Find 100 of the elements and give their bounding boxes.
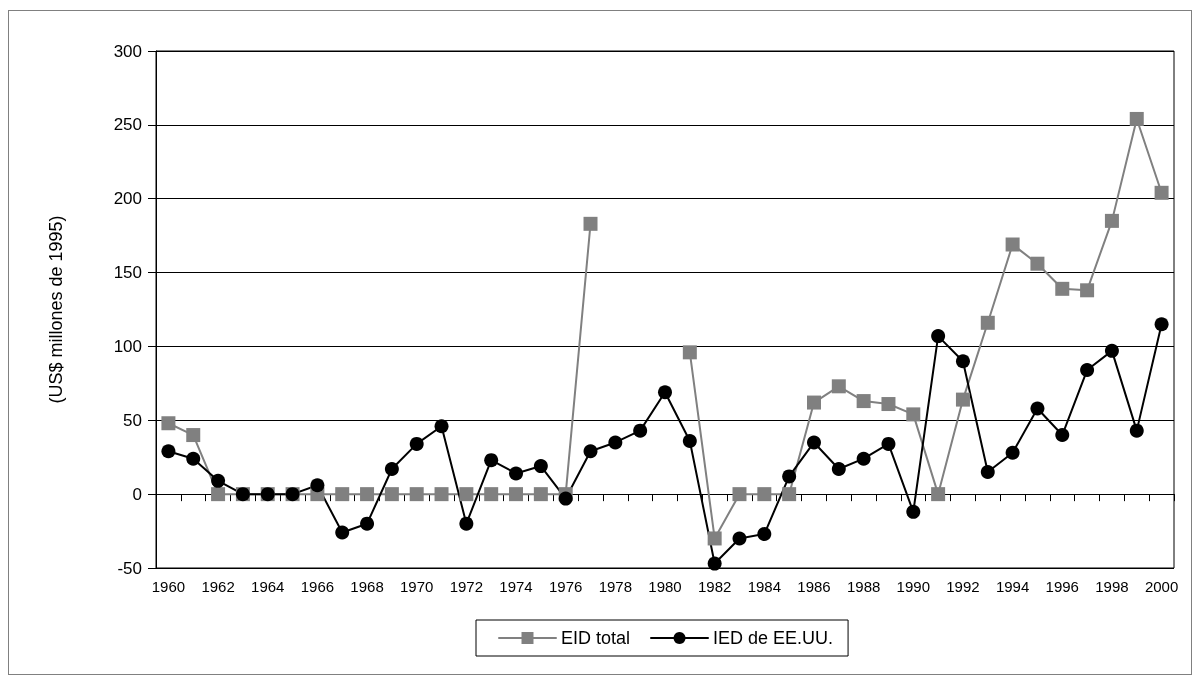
- y-tick-label: 200: [113, 189, 142, 209]
- point: [782, 469, 797, 484]
- x-tick-label: 1984: [747, 578, 781, 595]
- point: [533, 487, 548, 502]
- point: [1080, 363, 1095, 378]
- y-tick-label: 300: [113, 41, 142, 61]
- x-tick-label: 1994: [995, 578, 1030, 595]
- point: [1154, 185, 1169, 200]
- point: [186, 451, 201, 466]
- x-tick-label: 1970: [400, 578, 434, 595]
- point: [583, 444, 598, 459]
- x-tick-label: 1972: [449, 578, 484, 595]
- x-tick-label: 1986: [797, 578, 831, 595]
- point: [1005, 237, 1020, 252]
- point: [856, 451, 871, 466]
- point: [856, 394, 871, 409]
- point: [633, 423, 648, 438]
- point: [980, 315, 995, 330]
- x-tick-label: 1996: [1045, 578, 1079, 595]
- point: [558, 491, 573, 506]
- y-axis-title: (US$ millones de 1995): [46, 215, 66, 404]
- point: [955, 392, 970, 407]
- point: [955, 354, 970, 369]
- point: [161, 416, 176, 431]
- point: [509, 487, 524, 502]
- x-tick-label: 1990: [896, 578, 930, 595]
- point: [384, 462, 399, 477]
- point: [906, 504, 921, 519]
- point: [757, 487, 772, 502]
- point: [211, 487, 226, 502]
- y-tick-label: 0: [132, 484, 142, 504]
- point: [1005, 445, 1020, 460]
- y-tick-label: 150: [113, 263, 142, 283]
- point: [459, 516, 474, 531]
- x-tick-label: 1964: [251, 578, 285, 595]
- point: [533, 459, 548, 474]
- point: [360, 516, 375, 531]
- point: [583, 216, 598, 231]
- point: [434, 419, 449, 434]
- point: [186, 428, 201, 443]
- point: [881, 397, 896, 412]
- x-tick-label: 1962: [201, 578, 235, 595]
- legend-label: IED de EE.UU.: [713, 628, 834, 648]
- y-tick-label: 100: [113, 336, 142, 356]
- point: [335, 525, 350, 540]
- point: [881, 436, 896, 451]
- x-tick-label: 1960: [151, 578, 186, 595]
- point: [459, 487, 474, 502]
- point: [757, 527, 772, 542]
- point: [831, 462, 846, 477]
- point: [608, 435, 623, 450]
- point: [980, 464, 995, 479]
- x-tick-label: 1966: [300, 578, 335, 595]
- point: [335, 487, 350, 502]
- point: [732, 487, 747, 502]
- x-tick-label: 1992: [946, 578, 980, 595]
- point: [931, 487, 946, 502]
- x-tick-label: 1980: [648, 578, 682, 595]
- point: [384, 487, 399, 502]
- point: [409, 487, 424, 502]
- y-tick-label: -50: [117, 558, 142, 578]
- x-tick-label: 2000: [1144, 578, 1179, 595]
- point: [1030, 256, 1045, 271]
- point: [1104, 213, 1119, 228]
- x-tick-label: 1968: [350, 578, 384, 595]
- x-tick-label: 1998: [1095, 578, 1129, 595]
- point: [484, 453, 499, 468]
- point: [1129, 423, 1144, 438]
- point: [682, 433, 697, 448]
- point: [1080, 283, 1095, 298]
- x-tick-label: 1978: [598, 578, 633, 595]
- point: [161, 444, 176, 459]
- x-tick-label: 1974: [499, 578, 533, 595]
- point: [1154, 317, 1169, 332]
- point: [211, 473, 226, 488]
- point: [1030, 401, 1045, 416]
- point: [931, 329, 946, 344]
- point: [782, 487, 797, 502]
- point: [1055, 428, 1070, 443]
- point: [310, 478, 325, 493]
- point: [707, 556, 722, 571]
- point: [806, 395, 821, 410]
- point: [1055, 281, 1070, 296]
- point: [1129, 111, 1144, 126]
- point: [682, 345, 697, 360]
- x-tick-label: 1982: [697, 578, 732, 595]
- point: [360, 487, 375, 502]
- point: [1104, 343, 1119, 358]
- point: [434, 487, 449, 502]
- point: [658, 385, 672, 400]
- point: [707, 531, 722, 546]
- legend-label: EID total: [561, 628, 631, 648]
- x-tick-label: 1988: [846, 578, 881, 595]
- point: [906, 407, 921, 422]
- point: [806, 435, 821, 450]
- y-tick-label: 250: [113, 115, 142, 135]
- point: [831, 379, 846, 394]
- x-tick-label: 1976: [549, 578, 583, 595]
- point: [409, 436, 424, 451]
- point: [484, 487, 499, 502]
